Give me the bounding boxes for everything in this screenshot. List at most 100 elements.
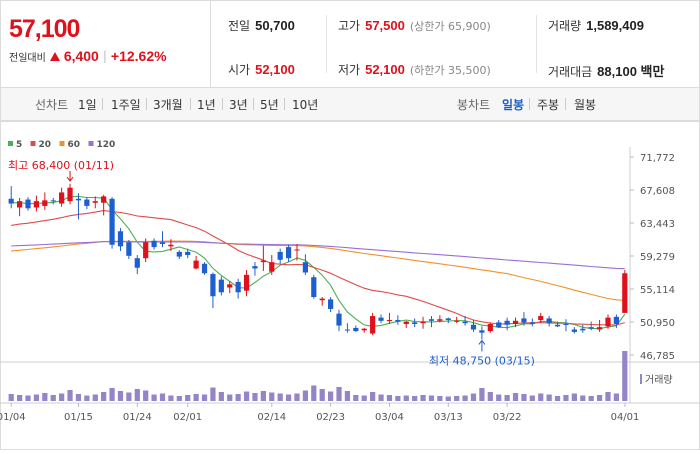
volume-bar [143,390,149,401]
volume-bar [75,394,82,401]
candle-body [33,201,40,208]
volume-bar [59,393,65,401]
period-10y-button[interactable]: 10년 [292,98,319,112]
stat-value: 50,700 [255,18,295,33]
candle-body [159,242,166,244]
x-tick-label: 02/23 [316,412,345,423]
volume-bar [462,395,468,401]
stat-open: 시가 52,100 [228,61,295,78]
candle-body [75,198,82,201]
candle-body [168,244,174,247]
volume-bar [596,395,603,401]
change-percent: +12.62% [110,48,167,64]
candle-body [403,321,409,324]
volume-bar [529,395,535,401]
candle-body [428,319,435,321]
volume-bar [126,392,132,401]
volume-bar [285,394,292,401]
volume-bar [412,396,418,401]
candle-body [319,298,325,301]
candle-body [50,200,56,202]
candle-body [235,281,241,293]
candle-body [445,318,451,321]
volume-bar [521,394,527,401]
candle-daily-button[interactable]: 일봉 [502,98,525,112]
candle-body [361,328,367,331]
x-tick-label: 01/15 [64,412,93,423]
x-tick-label: 03/13 [434,412,463,423]
candle-body [437,319,443,321]
chart-svg: 71,772 67,608 63,443 59,279 55,114 50,950 46,7… [0,121,700,450]
high-annotation: 최고 68,400 (01/11) [8,159,114,172]
volume-bar [344,391,351,401]
volume-bar [445,396,451,401]
divider [102,98,103,110]
volume-bar [588,396,594,401]
candle-body [25,199,31,209]
candle-body [462,321,468,324]
volume-bar [25,395,31,401]
period-3y-button[interactable]: 3년 [229,98,248,112]
y-tick-label: 67,608 [640,186,675,197]
volume-bar [260,391,266,401]
candle-body [328,299,334,309]
candle-body [311,277,317,298]
volume-bar [101,392,107,401]
volume-bar [479,388,485,401]
volume-label: 거래량 [645,374,673,386]
candle-body [538,316,544,321]
stat-value: 52,100 [255,62,295,77]
legend-swatch [59,141,65,146]
volume-bar [50,395,56,401]
price-chart: 71,772 67,608 63,443 59,279 55,114 50,950 46,7… [0,121,700,450]
volume-bar [580,395,586,401]
volume-legend-swatch [640,374,642,384]
candle-body [378,317,384,321]
divider [529,98,530,110]
stat-label: 거래량 [548,19,582,33]
y-tick-label: 59,279 [640,252,675,263]
quote-stats: 전일 50,700 고가 57,500 (상한가 65,900) 거래량 1,5… [211,1,699,87]
period-3m-button[interactable]: 3개월 [153,98,183,112]
x-tick-label: 02/01 [173,412,202,423]
candle-body [42,200,48,206]
divider [253,98,254,110]
candle-body [193,260,199,269]
volume-bar [134,389,140,401]
volume-bar [33,394,40,401]
period-1w-button[interactable]: 1주일 [111,98,141,112]
volume-bar [168,395,174,401]
candle-weekly-button[interactable]: 주봉 [537,98,560,112]
candle-body [512,320,519,324]
volume-bar [512,393,519,401]
volume-bar [496,394,502,401]
period-1d-button[interactable]: 1일 [78,98,97,112]
period-1y-button[interactable]: 1년 [197,98,216,112]
volume-bar [159,393,166,401]
candle-monthly-button[interactable]: 월봉 [574,98,597,112]
divider [536,15,537,73]
volume-bar [201,394,208,401]
candle-body [370,316,376,334]
candle-body [302,262,308,273]
stat-high: 고가 57,500 (상한가 65,900) [338,17,491,34]
y-tick-label: 55,114 [640,285,675,296]
volume-bar [151,394,157,401]
candle-body [386,320,393,322]
low-arrow-head [478,339,486,345]
line-chart-label: 선차트 [35,98,69,112]
high-arrow-head [66,176,74,182]
candle-body [227,284,233,288]
period-5y-button[interactable]: 5년 [260,98,279,112]
candle-body [117,231,124,247]
legend-swatch [88,141,94,146]
volume-bar [277,393,283,401]
x-tick-label: 03/04 [375,412,404,423]
candle-body [420,321,426,324]
candle-body [294,249,300,251]
candle-body [496,322,502,328]
volume-bar [193,394,199,401]
candle-body [143,242,149,259]
volume-bar [378,394,384,401]
candle-chart-label: 봉차트 [457,98,491,112]
